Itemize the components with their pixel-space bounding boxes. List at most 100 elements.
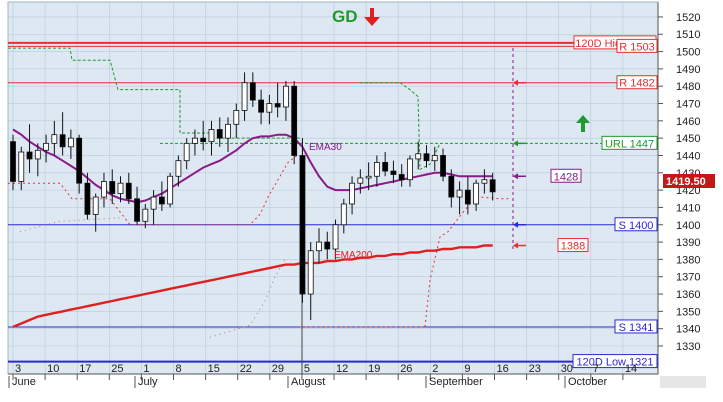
candle-body (84, 182, 91, 215)
label-s1400-box (614, 217, 658, 232)
y-tick-label: 1460 (676, 116, 700, 128)
candle-body (51, 134, 58, 144)
candle-body (10, 141, 16, 182)
stop-line-red-low-2 (209, 259, 286, 338)
candle-body (274, 103, 281, 108)
x-tick-label: 29 (272, 363, 284, 375)
month-label: June (12, 376, 36, 388)
label-r1482-box (616, 75, 658, 90)
label-ema30-value-box (550, 168, 582, 183)
candle-body (324, 241, 331, 250)
candle-body (291, 85, 298, 156)
x-tick-label: 16 (497, 363, 509, 375)
candle-body (448, 175, 455, 198)
arrow-head (513, 221, 518, 228)
x-tick-label: 3 (15, 363, 21, 375)
x-tick-label: 15 (208, 363, 220, 375)
x-tick-label: 8 (176, 363, 182, 375)
candle-body (76, 137, 83, 184)
candle-body (316, 241, 322, 252)
candle-body (26, 151, 33, 160)
candle-body (415, 153, 422, 160)
y-tick-label: 1330 (676, 341, 700, 353)
label-120d-low-box (572, 354, 658, 369)
x-tick-label: 22 (240, 363, 252, 375)
arrow-up-head (576, 115, 590, 123)
candle-body (158, 196, 165, 205)
y-tick-label: 1520 (676, 12, 700, 24)
arrow-left-icon (513, 140, 526, 147)
arrow-head (513, 173, 518, 180)
candle-body (473, 182, 480, 205)
x-tick-label: 5 (304, 363, 310, 375)
candles (10, 72, 496, 321)
month-label: July (138, 376, 158, 388)
x-tick-label: 2 (432, 363, 438, 375)
candle-body (134, 198, 140, 222)
candle-body (249, 82, 256, 101)
candle-body (43, 142, 49, 151)
month-label: October (568, 376, 607, 388)
ema200-line (12, 244, 493, 329)
x-tick-label: 9 (464, 363, 470, 375)
gd-signal-label: GD (332, 7, 358, 26)
candle-body (464, 189, 471, 205)
candle-body (349, 182, 355, 205)
candle-body (365, 175, 372, 179)
candle-body (192, 137, 198, 144)
candle-body (92, 196, 99, 215)
candle-body (67, 137, 74, 148)
label-url1447-box (601, 135, 658, 150)
candle-body (390, 170, 397, 175)
arrow-left-icon (513, 79, 526, 86)
candle-body (481, 179, 488, 184)
label-r1482-text: R 1482 (619, 78, 654, 90)
arrow-head (513, 140, 518, 147)
candle-body (241, 82, 248, 111)
candle-body (407, 158, 413, 181)
y-tick-label: 1470 (676, 99, 700, 111)
arrow-up-shaft (581, 122, 585, 132)
candle-body (373, 162, 380, 177)
month-label: August (291, 376, 325, 388)
candle-body (382, 162, 389, 172)
candle-body (150, 196, 157, 210)
candle-body (431, 155, 438, 162)
x-tick-label: 17 (79, 363, 91, 375)
candle-body (456, 189, 463, 198)
candle-body (489, 179, 496, 193)
candle-body (225, 123, 231, 139)
candle-body (34, 149, 41, 160)
x-tick-label: 25 (111, 363, 123, 375)
y-tick-label: 1370 (676, 272, 700, 284)
y-tick-label: 1420 (676, 185, 700, 197)
candle-body (307, 250, 314, 295)
axis-corner (660, 376, 706, 388)
x-tick-label: 26 (400, 363, 412, 375)
month-label: September (429, 376, 483, 388)
x-tick-label: 14 (625, 363, 637, 375)
candle-body (216, 129, 223, 139)
y-tick-label: 1400 (676, 220, 700, 232)
candle-body (142, 208, 149, 222)
ema200-label: EMA200 (334, 250, 373, 261)
label-ema200-value-box (557, 238, 589, 253)
candle-body (423, 153, 430, 162)
candle-body (183, 142, 190, 162)
candle-body (175, 160, 182, 177)
y-tick-label: 1340 (676, 324, 700, 336)
current-price-tag (663, 174, 715, 188)
level-lines (8, 41, 658, 374)
x-tick-label: 19 (368, 363, 380, 375)
x-tick-label: 10 (47, 363, 59, 375)
candle-body (167, 175, 174, 205)
candle-body (200, 137, 207, 143)
candle-body (117, 182, 124, 194)
arrow-down-icon (364, 8, 380, 26)
label-120d-low-text: 120D Low 1321 (576, 357, 653, 369)
arrow-left-icon (513, 242, 526, 249)
x-tick-label: 30 (561, 363, 573, 375)
candle-body (233, 110, 240, 125)
label-s1400-text: S 1400 (619, 220, 654, 232)
